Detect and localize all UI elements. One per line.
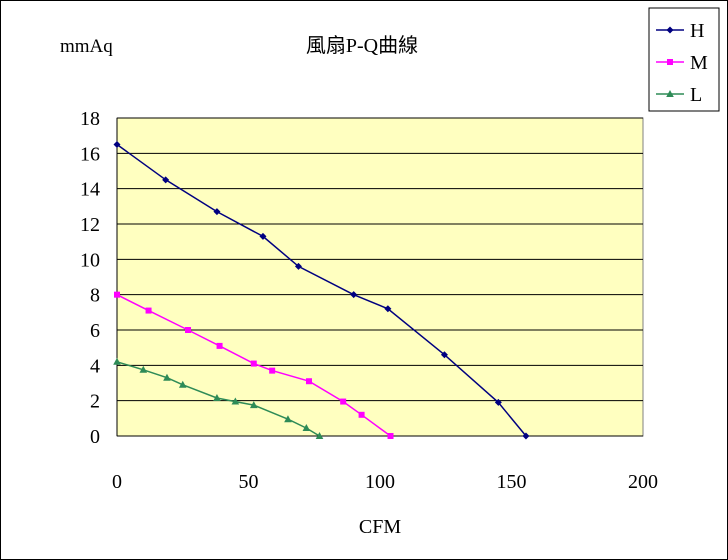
x-tick-label: 0	[112, 471, 122, 493]
y-tick-label: 2	[90, 391, 100, 413]
y-tick-label: 6	[90, 320, 100, 342]
legend-marker	[667, 59, 673, 65]
legend-item-M: M	[656, 52, 708, 74]
data-point-L	[163, 373, 171, 381]
x-tick-label: 50	[239, 471, 259, 493]
data-point-M	[114, 291, 120, 298]
legend-label: L	[690, 84, 702, 106]
data-point-M	[145, 307, 152, 314]
data-point-H	[440, 351, 448, 359]
chart-title: 風扇P-Q曲線	[306, 34, 418, 57]
data-point-H	[494, 398, 502, 406]
y-tick-label: 12	[80, 214, 100, 236]
x-tick-label: 150	[497, 471, 527, 493]
x-axis-ticks: 0 50 100 150 200	[112, 471, 658, 493]
data-point-M	[340, 398, 347, 405]
legend-label: M	[690, 52, 708, 74]
legend-marker	[666, 90, 674, 97]
y-tick-label: 8	[90, 285, 100, 307]
series-L	[113, 357, 324, 439]
legend-item-L: L	[656, 84, 702, 106]
legend-label: H	[690, 20, 704, 42]
data-point-M	[216, 342, 223, 349]
series-M	[114, 291, 394, 439]
data-point-H	[113, 141, 121, 148]
data-point-L	[302, 424, 311, 432]
series-line-M	[116, 294, 391, 437]
y-tick-label: 0	[90, 426, 100, 448]
data-point-H	[350, 291, 358, 299]
y-axis-label: mmAq	[60, 36, 113, 57]
data-point-H	[259, 232, 267, 240]
y-tick-label: 4	[90, 355, 100, 377]
series-layer	[113, 141, 530, 440]
plot-area	[116, 117, 644, 437]
x-tick-label: 100	[365, 471, 395, 493]
data-point-H	[384, 305, 392, 313]
data-point-L	[231, 397, 240, 405]
data-point-H	[162, 176, 170, 184]
y-tick-label: 14	[80, 179, 100, 201]
data-point-L	[315, 432, 324, 439]
data-point-L	[113, 357, 121, 365]
legend-marker	[666, 26, 674, 34]
data-point-H	[522, 432, 530, 440]
series-line-H	[116, 143, 527, 437]
y-tick-label: 18	[80, 108, 100, 130]
data-point-L	[213, 394, 221, 402]
y-axis-ticks: 0 2 4 6 8 10 12 14 16 18	[80, 108, 100, 448]
data-point-M	[305, 378, 312, 385]
legend: HML	[648, 7, 720, 112]
data-point-L	[284, 415, 292, 423]
data-point-M	[250, 360, 257, 367]
data-point-L	[178, 380, 187, 388]
data-point-M	[387, 433, 394, 439]
legend-item-H: H	[656, 20, 704, 42]
data-point-M	[358, 411, 365, 418]
data-point-H	[213, 208, 221, 216]
y-tick-label: 10	[80, 249, 100, 271]
data-point-M	[185, 327, 192, 333]
gridlines	[116, 117, 643, 437]
y-tick-label: 16	[80, 143, 100, 165]
x-axis-label: CFM	[359, 516, 401, 538]
data-point-M	[269, 367, 276, 374]
legend-box	[648, 7, 720, 112]
x-tick-label: 200	[628, 471, 658, 493]
data-point-H	[294, 262, 302, 270]
series-line-L	[116, 361, 320, 437]
data-point-L	[139, 365, 148, 373]
data-point-L	[249, 401, 258, 409]
series-H	[113, 141, 530, 440]
